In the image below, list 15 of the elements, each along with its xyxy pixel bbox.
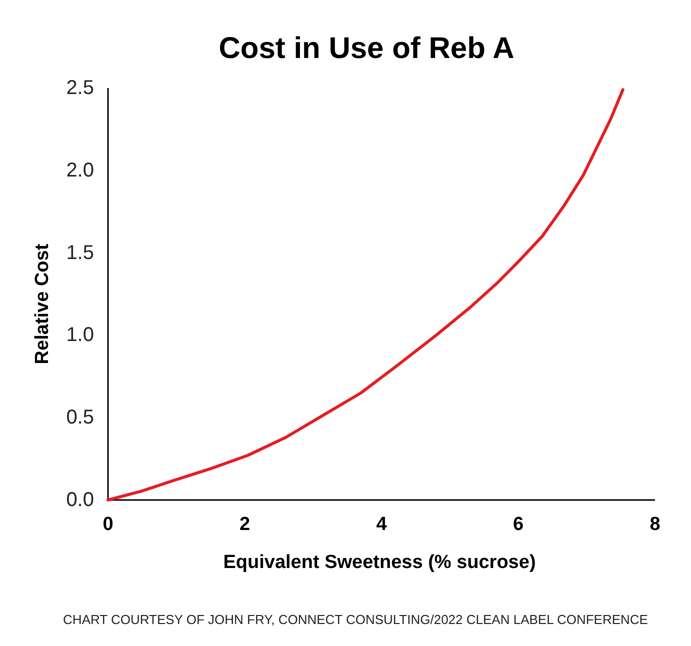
x-axis-title: Equivalent Sweetness (% sucrose) (223, 552, 536, 573)
y-tick-label: 1.5 (66, 242, 94, 264)
y-tick-label: 0.5 (66, 406, 94, 429)
x-tick-label: 0 (102, 514, 114, 535)
x-tick-label: 8 (650, 514, 660, 535)
y-tick-label: 2.0 (66, 159, 94, 182)
chart-title: Cost in Use of Reb A (218, 32, 514, 65)
y-axis-title: Relative Cost (32, 243, 53, 364)
x-tick-label: 2 (239, 514, 250, 535)
x-tick-label: 6 (512, 514, 524, 535)
y-tick-label: 2.5 (66, 77, 94, 99)
y-tick-label: 0.0 (66, 489, 94, 511)
text: CHART COURTESY OF JOHN FRY, CONNECT CONSULTING/2022 CLEAN LABEL CONFERENCE (63, 612, 648, 627)
x-tick-label: 4 (376, 514, 388, 535)
y-tick-label: 1.0 (66, 324, 94, 346)
